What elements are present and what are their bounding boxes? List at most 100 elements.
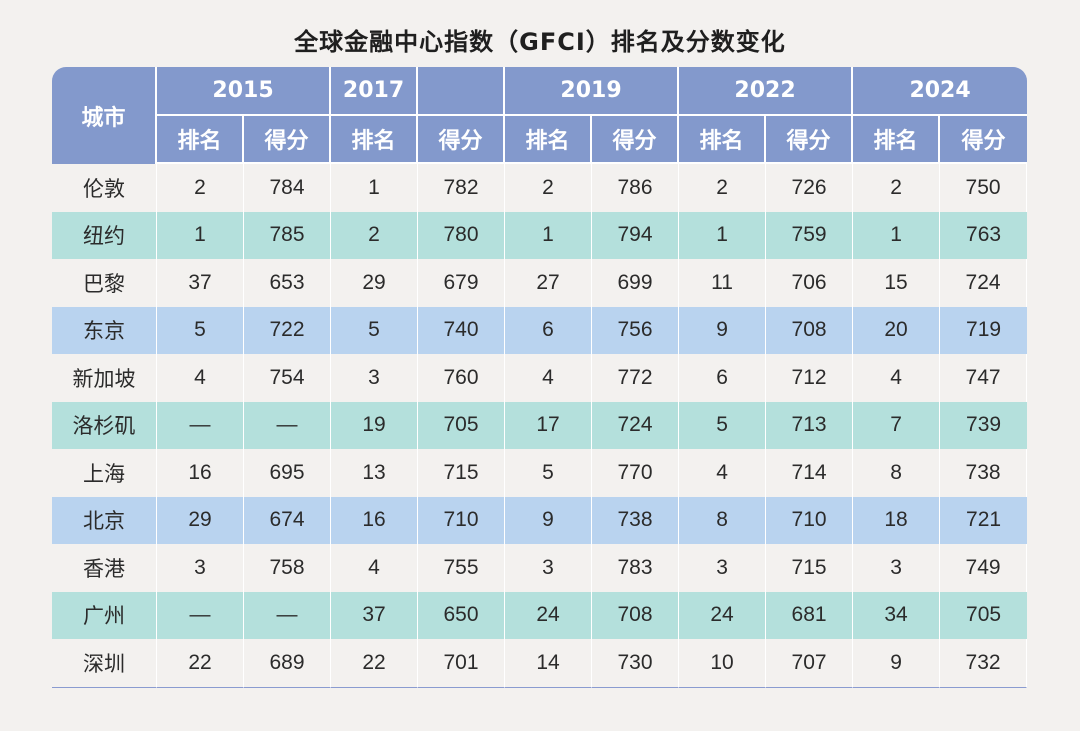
- score-cell: 713: [766, 401, 854, 449]
- rank-cell: 4: [157, 354, 244, 402]
- metric-header: 得分: [940, 116, 1028, 164]
- rank-cell: 4: [331, 544, 419, 592]
- score-cell: 763: [940, 211, 1028, 259]
- score-cell: 689: [244, 639, 332, 688]
- rank-cell: 8: [679, 496, 767, 544]
- year-header: 2022: [679, 67, 854, 116]
- score-cell: 738: [940, 449, 1028, 497]
- rank-cell: 5: [679, 401, 767, 449]
- city-cell: 香港: [52, 544, 157, 592]
- rank-cell: 9: [679, 306, 767, 354]
- score-cell: 786: [592, 164, 680, 212]
- year-header: 2024: [853, 67, 1028, 116]
- score-cell: —: [244, 401, 332, 449]
- metric-header: 得分: [592, 116, 680, 164]
- score-cell: 782: [418, 164, 506, 212]
- score-cell: 724: [940, 259, 1028, 307]
- rank-cell: 5: [157, 306, 244, 354]
- city-cell: 深圳: [52, 639, 157, 688]
- score-cell: 759: [766, 211, 854, 259]
- rank-cell: 3: [331, 354, 419, 402]
- rank-cell: 2: [505, 164, 593, 212]
- city-cell: 广州: [52, 591, 157, 639]
- score-cell: 739: [940, 401, 1028, 449]
- rank-cell: 5: [331, 306, 419, 354]
- rank-cell: 10: [679, 639, 767, 688]
- rank-cell: 3: [853, 544, 941, 592]
- city-cell: 上海: [52, 449, 157, 497]
- rank-cell: 19: [331, 401, 419, 449]
- year-header: 2019: [505, 67, 680, 116]
- score-cell: 705: [418, 401, 506, 449]
- score-cell: 758: [244, 544, 332, 592]
- gfci-table-container: 城市 2015 2017 2019 2022 2024 排名 得分 排名 得分 排名 得分…: [52, 67, 1028, 688]
- metric-header: 得分: [766, 116, 854, 164]
- year-header: [418, 67, 506, 116]
- rank-cell: 1: [853, 211, 941, 259]
- score-cell: 722: [244, 306, 332, 354]
- score-cell: 679: [418, 259, 506, 307]
- rank-cell: 8: [853, 449, 941, 497]
- score-cell: 715: [418, 449, 506, 497]
- score-cell: 770: [592, 449, 680, 497]
- rank-cell: 5: [505, 449, 593, 497]
- score-cell: 695: [244, 449, 332, 497]
- metric-header: 得分: [418, 116, 506, 164]
- score-cell: 750: [940, 164, 1028, 212]
- rank-cell: 3: [157, 544, 244, 592]
- score-cell: 681: [766, 591, 854, 639]
- rank-cell: 16: [331, 496, 419, 544]
- rank-cell: 29: [331, 259, 419, 307]
- year-header: 2017: [331, 67, 419, 116]
- rank-cell: —: [157, 591, 244, 639]
- metric-header: 排名: [505, 116, 593, 164]
- city-cell: 东京: [52, 306, 157, 354]
- city-column-header: 城市: [52, 67, 157, 164]
- score-cell: 708: [766, 306, 854, 354]
- rank-cell: 2: [157, 164, 244, 212]
- score-cell: 784: [244, 164, 332, 212]
- rank-cell: 4: [679, 449, 767, 497]
- score-cell: 701: [418, 639, 506, 688]
- rank-cell: 27: [505, 259, 593, 307]
- metric-header: 排名: [157, 116, 244, 164]
- rank-cell: 24: [679, 591, 767, 639]
- table-row: 深圳 22 689 22 701 14 730 10 707 9 732: [52, 639, 1028, 688]
- score-cell: 755: [418, 544, 506, 592]
- gfci-table: 城市 2015 2017 2019 2022 2024 排名 得分 排名 得分 排名 得分…: [52, 67, 1028, 688]
- table-header: 城市 2015 2017 2019 2022 2024 排名 得分 排名 得分 排名 得分…: [52, 67, 1028, 164]
- rank-cell: 2: [331, 211, 419, 259]
- table-row: 伦敦 2 784 1 782 2 786 2 726 2 750: [52, 164, 1028, 212]
- table-row: 新加坡 4 754 3 760 4 772 6 712 4 747: [52, 354, 1028, 402]
- rank-cell: 4: [505, 354, 593, 402]
- score-cell: 712: [766, 354, 854, 402]
- score-cell: 730: [592, 639, 680, 688]
- rank-cell: 13: [331, 449, 419, 497]
- score-cell: 707: [766, 639, 854, 688]
- table-row: 广州 — —37 650 24 708 24 681 34 705: [52, 591, 1028, 639]
- score-cell: 719: [940, 306, 1028, 354]
- city-cell: 纽约: [52, 211, 157, 259]
- score-cell: 699: [592, 259, 680, 307]
- score-cell: 674: [244, 496, 332, 544]
- metric-header: 排名: [679, 116, 767, 164]
- table-row: 北京 29 674 16 710 9 738 8 710 18 721: [52, 496, 1028, 544]
- rank-cell: 2: [853, 164, 941, 212]
- rank-cell: 2: [679, 164, 767, 212]
- score-cell: 706: [766, 259, 854, 307]
- subheader-row: 排名 得分 排名 得分 排名 得分 排名 得分 排名 得分: [52, 116, 1028, 164]
- table-row: 洛杉矶 — —19 705 17 724 5 713 7 739: [52, 401, 1028, 449]
- score-cell: 714: [766, 449, 854, 497]
- metric-header: 排名: [331, 116, 419, 164]
- score-cell: 756: [592, 306, 680, 354]
- score-cell: 726: [766, 164, 854, 212]
- rank-cell: 6: [505, 306, 593, 354]
- score-cell: 715: [766, 544, 854, 592]
- rank-cell: 9: [853, 639, 941, 688]
- score-cell: 724: [592, 401, 680, 449]
- score-cell: 721: [940, 496, 1028, 544]
- score-cell: 780: [418, 211, 506, 259]
- rank-cell: —: [157, 401, 244, 449]
- table-row: 上海 16 695 13 715 5 770 4 714 8 738: [52, 449, 1028, 497]
- rank-cell: 18: [853, 496, 941, 544]
